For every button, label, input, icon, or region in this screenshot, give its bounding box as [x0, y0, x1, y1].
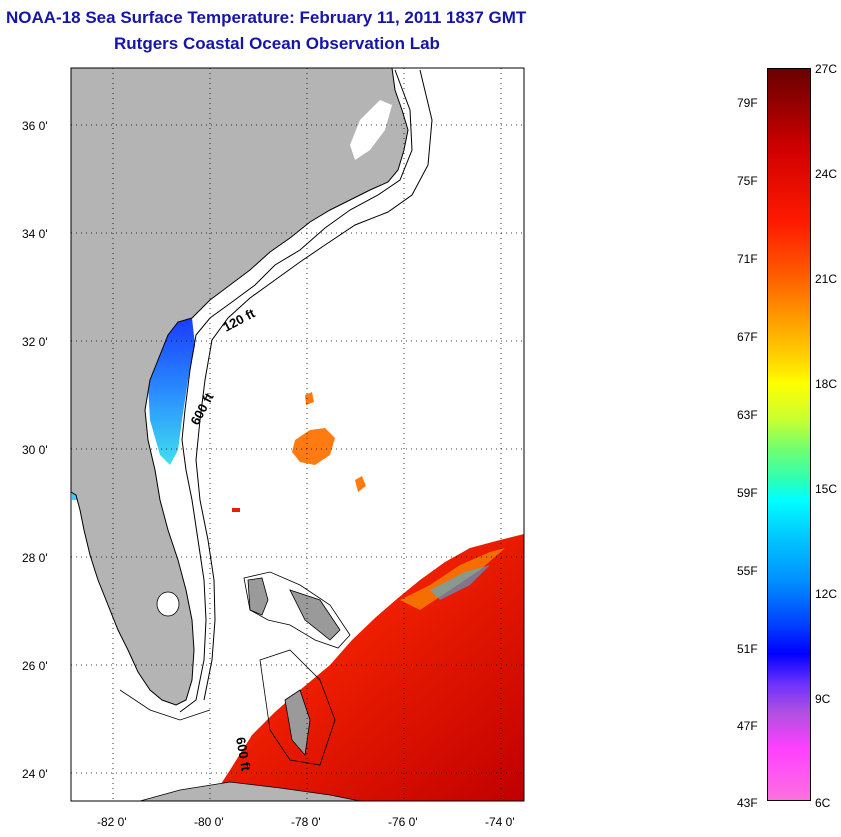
colorbar-label-f: 55F — [737, 564, 758, 578]
colorbar-label-f: 51F — [737, 642, 758, 656]
colorbar-label-c: 9C — [815, 692, 831, 706]
contour-bahamas-south — [259, 649, 336, 766]
lat-label: 24 0' — [22, 767, 48, 781]
lat-label: 28 0' — [22, 551, 48, 565]
colorbar-label-f: 43F — [737, 796, 758, 810]
lake-okeechobee — [156, 591, 180, 617]
land-bahamas — [284, 689, 311, 756]
colorbar-label-f: 75F — [737, 174, 758, 188]
contour-600ft — [195, 69, 433, 701]
warm-patch — [355, 476, 366, 492]
lon-label: -82 0' — [97, 815, 127, 829]
lat-label: 36 0' — [22, 119, 48, 133]
map-subtitle: Rutgers Coastal Ocean Observation Lab — [114, 34, 440, 53]
lat-label: 30 0' — [22, 443, 48, 457]
colorbar-label-f: 47F — [737, 719, 758, 733]
temperature-colorbar — [767, 68, 811, 801]
colorbar-label-f: 79F — [737, 96, 758, 110]
lat-label: 32 0' — [22, 335, 48, 349]
contour-120ft — [179, 69, 413, 713]
colorbar-label-f: 67F — [737, 330, 758, 344]
colorbar-label-c: 24C — [815, 167, 838, 181]
sound-water — [350, 100, 392, 160]
lon-label: -76 0' — [388, 815, 418, 829]
colorbar-label-f: 59F — [737, 486, 758, 500]
colorbar-label-f: 63F — [737, 408, 758, 422]
land-cuba — [139, 781, 361, 801]
lat-lon-grid — [71, 68, 524, 801]
warm-patch — [292, 428, 335, 465]
land-bahamas — [247, 577, 269, 616]
warm-patch — [305, 392, 314, 405]
colorbar-label-c: 21C — [815, 272, 838, 286]
colorbar-label-f: 71F — [737, 252, 758, 266]
lat-label: 26 0' — [22, 659, 48, 673]
contour-label-600ft-south: 600 ft — [233, 736, 254, 773]
land-bahamas — [289, 589, 341, 641]
colorbar-label-c: 27C — [815, 62, 838, 76]
colorbar-label-c: 6C — [815, 796, 831, 810]
lon-label: -80 0' — [194, 815, 224, 829]
land-mainland — [71, 68, 409, 706]
colorbar-label-c: 12C — [815, 587, 838, 601]
colorbar-label-c: 18C — [815, 377, 838, 391]
warm-water-region — [210, 534, 524, 801]
lon-label: -78 0' — [291, 815, 321, 829]
map-frame — [70, 67, 525, 802]
colorbar-label-c: 15C — [815, 482, 838, 496]
cool-streak — [430, 565, 490, 600]
warm-patch — [232, 508, 240, 512]
map-title: NOAA-18 Sea Surface Temperature: Februar… — [6, 8, 527, 27]
lat-label: 34 0' — [22, 227, 48, 241]
lon-label: -74 0' — [485, 815, 515, 829]
contour-keys — [119, 689, 211, 721]
contour-bahamas — [243, 571, 351, 649]
